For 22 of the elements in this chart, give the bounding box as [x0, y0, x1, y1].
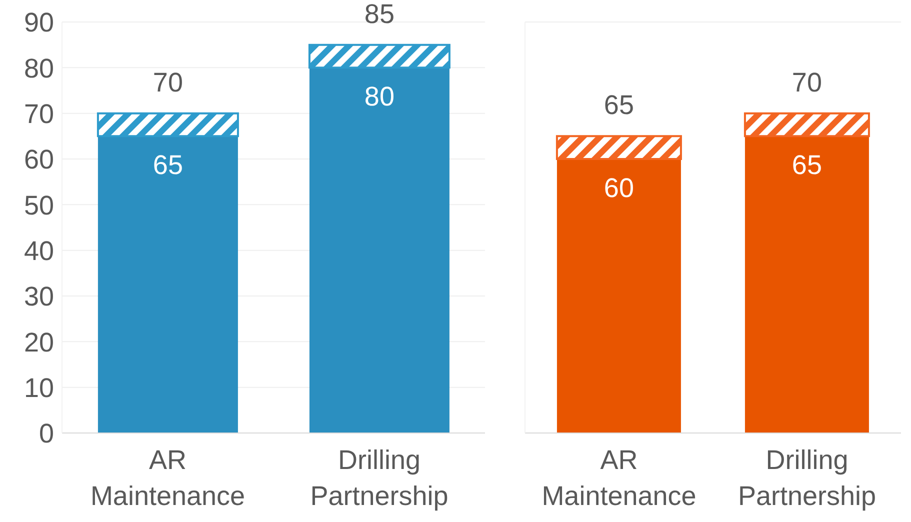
y-tick-label: 50	[24, 190, 54, 220]
y-tick-label: 40	[24, 236, 54, 266]
y-tick-label: 90	[24, 8, 54, 38]
y-tick-label: 30	[24, 282, 54, 312]
y-tick-label: 20	[24, 327, 54, 358]
y-tick-label: 60	[24, 144, 54, 175]
y-tick-label: 80	[24, 53, 54, 84]
x-tick-label: Drilling Partnership	[310, 445, 448, 511]
y-tick-label: 0	[38, 418, 54, 449]
y-tick-label: 70	[24, 98, 54, 129]
x-tick-label: Drilling Partnership	[738, 445, 876, 511]
total-label: 65	[604, 90, 634, 120]
total-label: 70	[792, 67, 822, 98]
total-label: 85	[364, 0, 394, 29]
data-label: 80	[364, 82, 394, 112]
y-tick-label: 10	[24, 372, 54, 403]
x-tick-label: AR Maintenance	[90, 445, 246, 511]
x-tick-label: AR Maintenance	[542, 445, 696, 511]
data-label: 65	[152, 150, 183, 180]
data-label: 65	[792, 150, 822, 180]
total-label: 70	[152, 67, 183, 98]
data-label: 60	[604, 173, 634, 203]
